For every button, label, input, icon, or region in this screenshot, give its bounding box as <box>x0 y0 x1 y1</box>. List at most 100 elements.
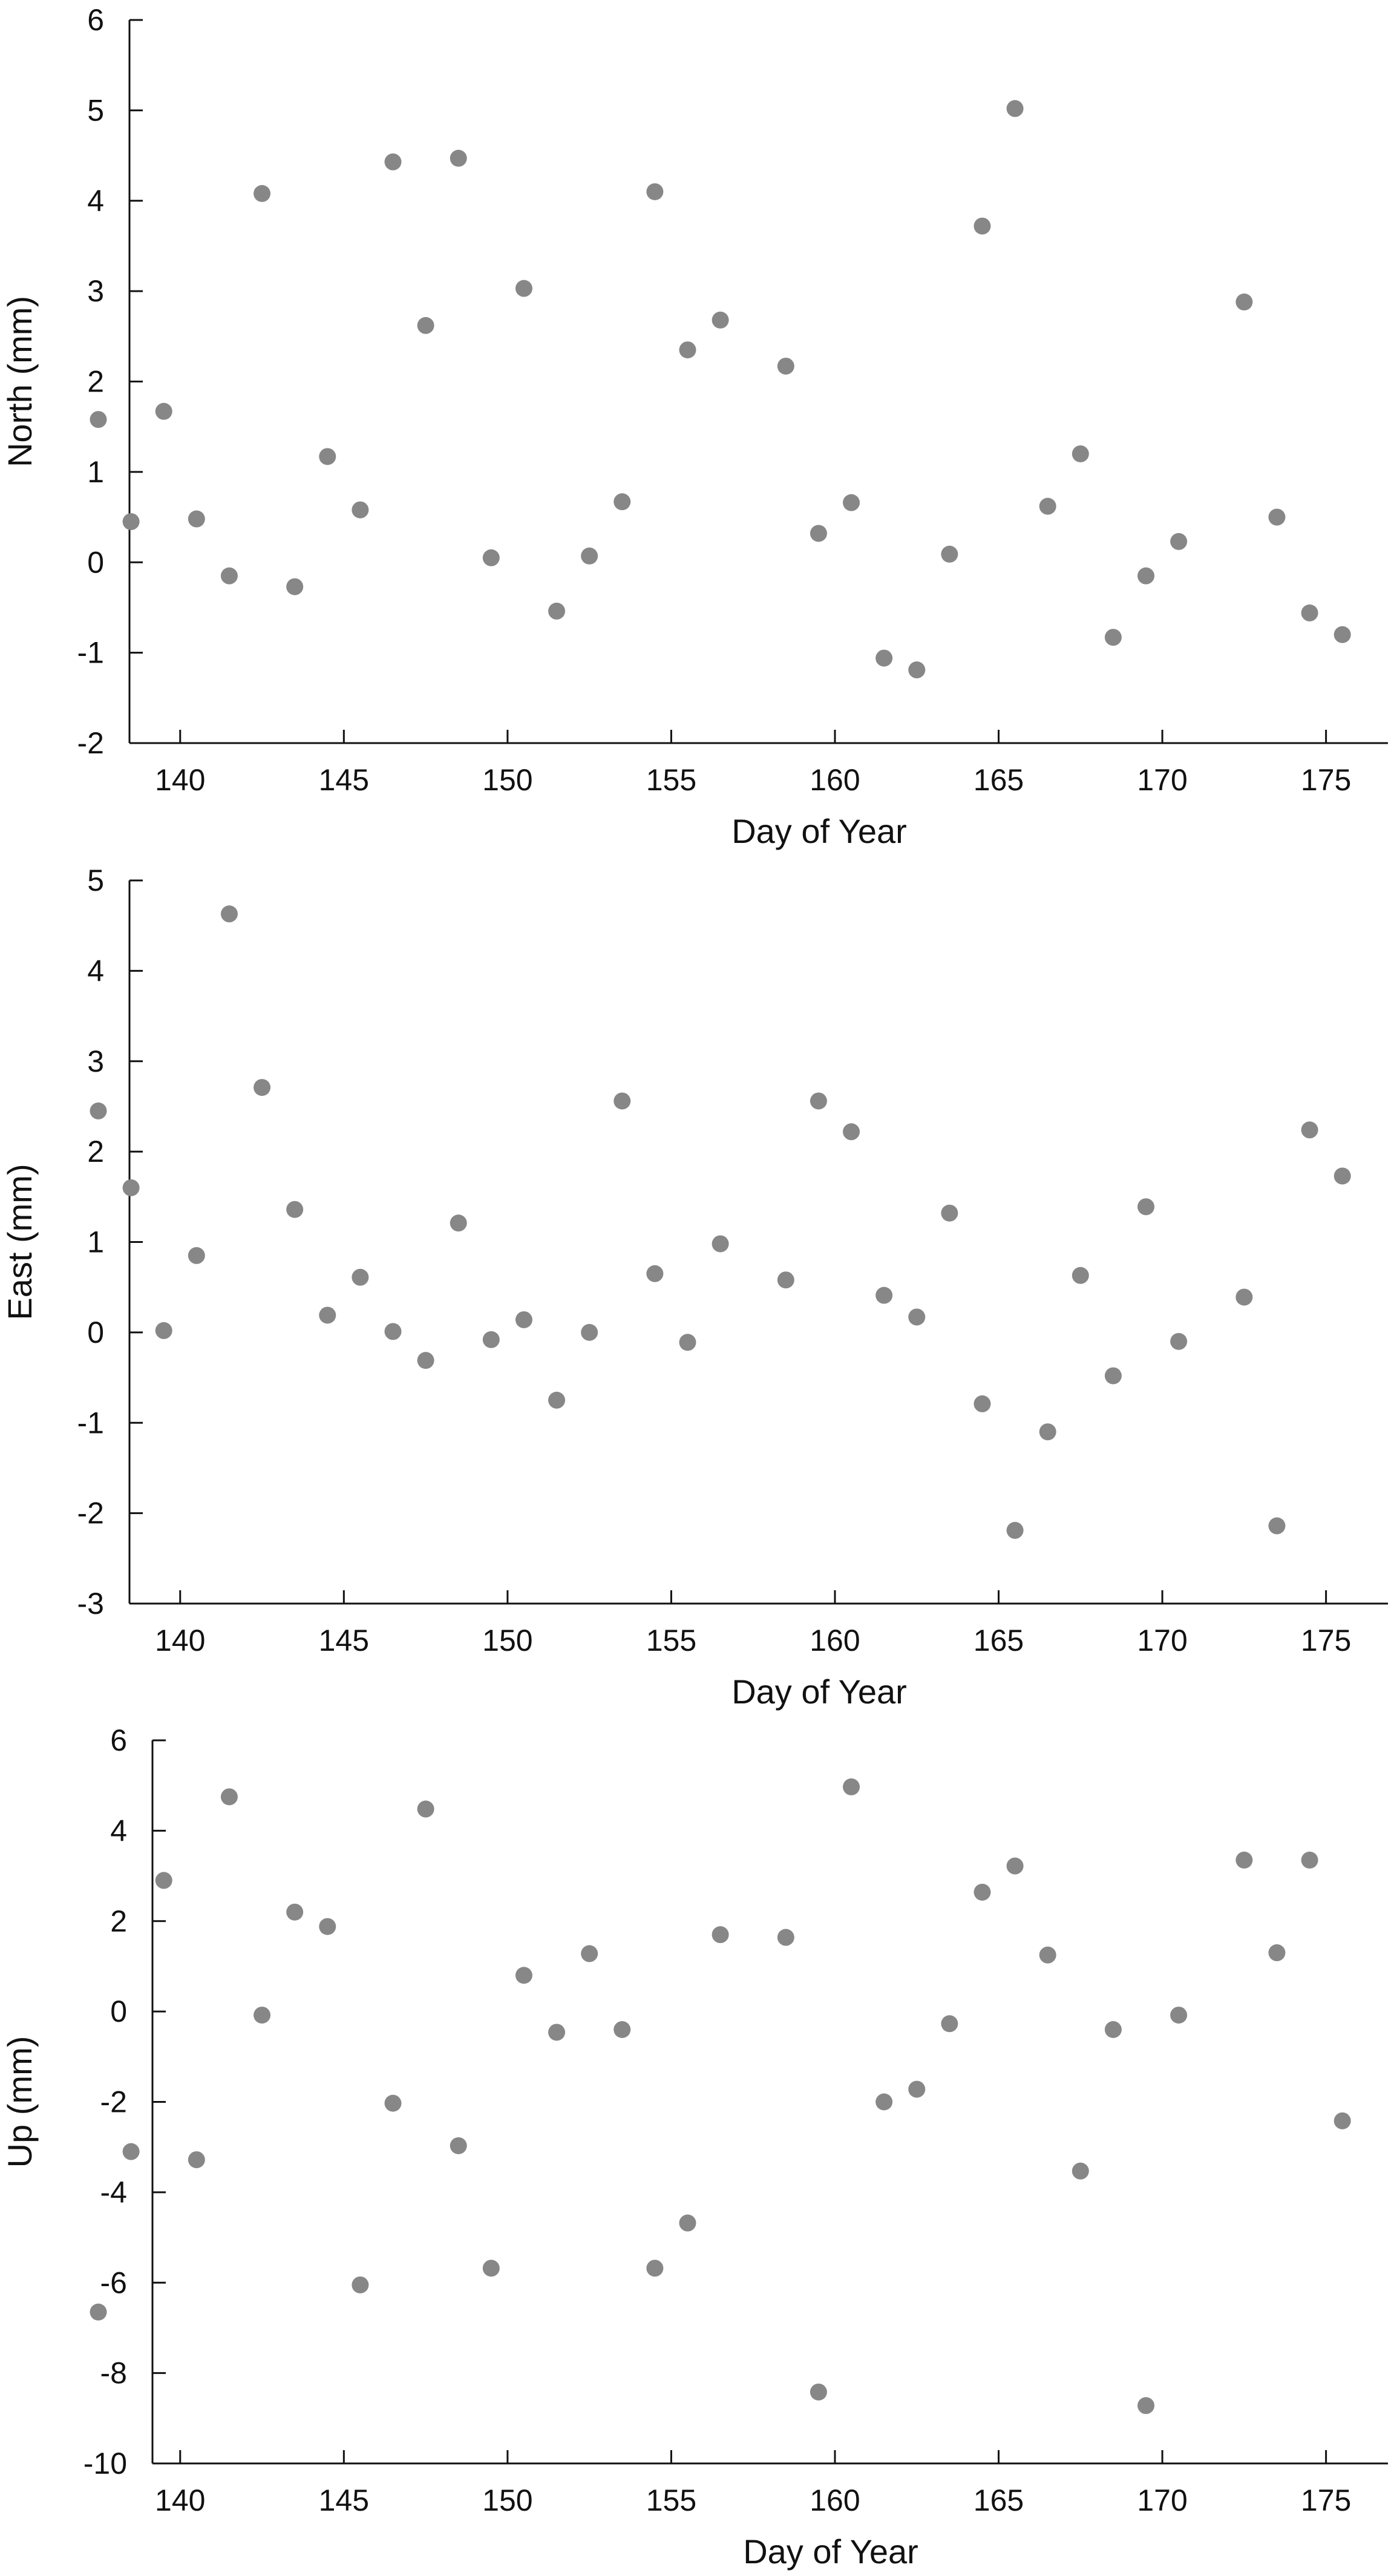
up-data-point <box>1268 1944 1286 1962</box>
up-y-tick-label: -8 <box>100 2356 127 2390</box>
east-y-axis-title: East (mm) <box>1 1164 39 1320</box>
east-data-point <box>1333 1167 1351 1185</box>
north-y-tick-label: -1 <box>77 636 104 670</box>
east-data-point <box>319 1306 336 1324</box>
east-y-tick-label: -2 <box>77 1496 104 1530</box>
north-x-tick-label: 140 <box>155 763 205 797</box>
north-data-point <box>155 402 172 420</box>
east-data-point <box>1104 1367 1122 1385</box>
north-data-point <box>254 185 271 202</box>
east-data-point <box>941 1204 958 1222</box>
north-data-point <box>1235 293 1253 311</box>
north-data-point <box>777 358 794 375</box>
up-data-point <box>220 1788 238 1806</box>
up-data-point <box>1104 2021 1122 2038</box>
up-data-point <box>188 2151 205 2169</box>
north-data-point <box>1137 567 1155 585</box>
north-data-point <box>482 549 500 566</box>
up-data-point <box>254 2007 271 2024</box>
east-y-tick-label: 3 <box>87 1044 104 1078</box>
up-data-point <box>843 1778 860 1795</box>
east-x-axis-title: Day of Year <box>731 1673 907 1711</box>
north-data-point <box>1333 626 1351 643</box>
north-x-tick-label: 150 <box>482 763 532 797</box>
up-data-point <box>581 1945 598 1962</box>
up-data-point <box>122 2143 140 2160</box>
up-data-point <box>155 1872 172 1889</box>
up-data-point <box>810 2383 827 2401</box>
east-data-point <box>1006 1522 1024 1539</box>
north-y-tick-label: -2 <box>77 726 104 760</box>
up-data-point <box>352 2276 369 2293</box>
up-x-tick-label: 145 <box>319 2483 369 2517</box>
north-data-point <box>614 493 631 511</box>
east-x-tick-label: 170 <box>1137 1624 1187 1657</box>
east-data-point <box>777 1271 794 1289</box>
north-data-point <box>1104 629 1122 646</box>
north-data-point <box>515 280 532 297</box>
north-data-point <box>810 525 827 542</box>
up-x-tick-label: 140 <box>155 2483 205 2517</box>
east-data-point <box>286 1201 304 1218</box>
east-data-point <box>908 1308 926 1326</box>
up-data-point <box>384 2094 402 2112</box>
up-data-point <box>417 1800 434 1818</box>
east-data-point <box>1170 1332 1188 1350</box>
east-data-point <box>122 1179 140 1196</box>
north-x-tick-label: 165 <box>974 763 1024 797</box>
east-x-tick-label: 140 <box>155 1624 205 1657</box>
up-chart: -10 -8 -6 -4 -2 0 2 4 6 140 145 150 155 160 165 170 175 D… <box>1 1723 1388 2571</box>
up-data-point <box>1137 2397 1155 2414</box>
east-data-point <box>646 1265 664 1282</box>
up-x-tick-label: 175 <box>1301 2483 1351 2517</box>
east-data-point <box>482 1331 500 1348</box>
up-data-point <box>1235 1851 1253 1869</box>
up-data-point <box>875 2093 893 2111</box>
east-data-point <box>810 1092 827 1110</box>
east-x-tick-label: 155 <box>646 1624 696 1657</box>
north-data-point <box>122 513 140 531</box>
north-y-tick-label: 1 <box>87 455 104 489</box>
east-data-point <box>352 1268 369 1286</box>
north-data-point <box>581 547 598 565</box>
east-y-tick-label: 4 <box>87 954 104 988</box>
up-data-point <box>548 2024 566 2041</box>
north-data-point <box>319 448 336 465</box>
east-x-tick-label: 160 <box>810 1624 860 1657</box>
east-data-point <box>679 1334 696 1351</box>
east-data-point <box>1039 1423 1056 1441</box>
north-data-point <box>1072 445 1089 462</box>
north-data-point <box>712 311 729 329</box>
north-data-point <box>679 341 696 359</box>
up-y-tick-label: 4 <box>110 1814 127 1847</box>
up-data-point <box>482 2260 500 2277</box>
up-data-point <box>679 2214 696 2232</box>
east-data-point <box>614 1092 631 1110</box>
east-data-point <box>974 1395 991 1412</box>
east-data-point <box>417 1352 434 1369</box>
north-data-point <box>875 649 893 667</box>
up-data-point <box>646 2260 664 2277</box>
east-data-point <box>875 1286 893 1304</box>
north-data-point <box>417 316 434 334</box>
east-y-tick-label: 2 <box>87 1135 104 1168</box>
up-data-point <box>974 1883 991 1901</box>
north-data-point <box>1268 508 1286 526</box>
up-data-point <box>286 1903 304 1921</box>
north-data-point <box>188 510 205 528</box>
north-y-tick-label: 6 <box>87 3 104 37</box>
east-data-point <box>254 1079 271 1096</box>
north-data-point <box>548 602 566 620</box>
up-data-point <box>90 2303 107 2321</box>
north-y-tick-label: 3 <box>87 274 104 308</box>
up-data-point <box>450 2137 467 2154</box>
east-x-tick-label: 145 <box>319 1624 369 1657</box>
north-data-point <box>220 567 238 585</box>
up-y-tick-label: 6 <box>110 1723 127 1757</box>
north-x-tick-label: 175 <box>1301 763 1351 797</box>
north-data-point <box>286 578 304 595</box>
east-data-point <box>581 1323 598 1341</box>
east-data-point <box>548 1391 566 1409</box>
up-y-axis-title: Up (mm) <box>1 2036 39 2168</box>
east-data-point <box>1137 1198 1155 1216</box>
